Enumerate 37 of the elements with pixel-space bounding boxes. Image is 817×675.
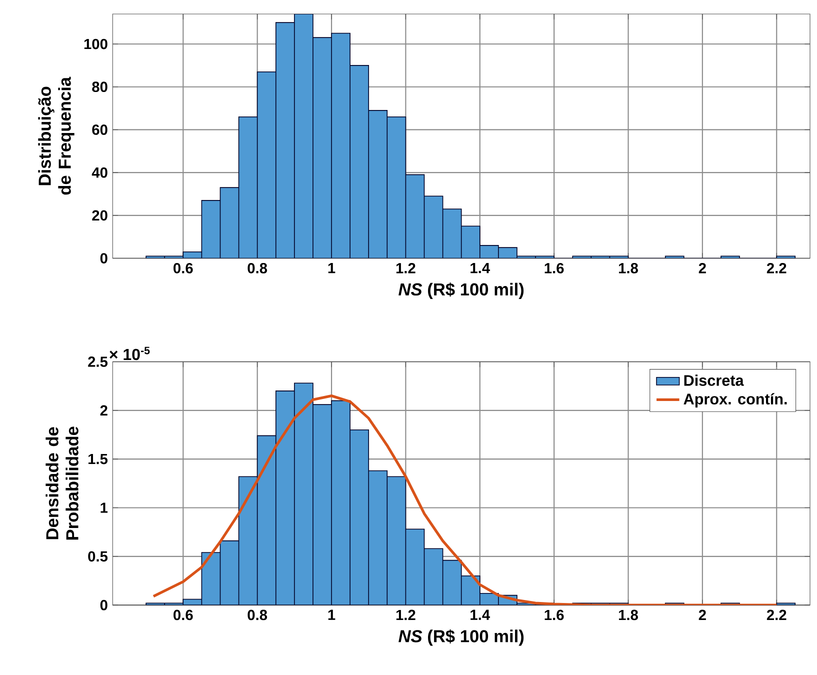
- x-tick-label: 1.6: [544, 610, 564, 620]
- x-tick-label: 0.6: [174, 263, 193, 274]
- x-tick-label: 1.2: [396, 263, 416, 274]
- y-tick-label: 80: [92, 82, 108, 92]
- y-tick-label: 1.5: [88, 454, 108, 464]
- y-tick-label: 60: [92, 124, 108, 135]
- x-tick-label: 0.8: [248, 263, 268, 274]
- y-tick-label: 100: [84, 38, 108, 50]
- x-tick-label: 0.8: [248, 610, 268, 620]
- x-tick-label: 2: [698, 263, 706, 274]
- y-tick-label: 2: [100, 405, 108, 416]
- x-tick-label: 0.6: [174, 610, 193, 620]
- y-axis-title: Distribuição de Frequencia: [38, 76, 74, 195]
- x-tick-label: 1.4: [470, 610, 490, 620]
- y-tick-label: 0.5: [88, 551, 108, 562]
- x-tick-label: 1.2: [396, 610, 416, 620]
- x-tick-label: 2.2: [766, 263, 786, 274]
- y-tick-label: 0: [100, 600, 108, 610]
- x-tick-label: 1: [328, 262, 336, 274]
- x-tick-label: 2: [698, 610, 706, 620]
- x-axis-title: NS (R$ 100 mil): [398, 282, 524, 299]
- x-tick-label: 1: [328, 610, 336, 620]
- x-tick-label: 1.8: [618, 263, 638, 274]
- y-tick-label: 20: [92, 210, 108, 221]
- x-tick-label: 2.2: [766, 610, 786, 620]
- y-axis-title: Densidade de Probabilidade: [46, 426, 78, 540]
- x-axis-title: NS (R$ 100 mil): [398, 629, 524, 646]
- x-tick-label: 1.6: [544, 263, 564, 274]
- y-tick-label: 1: [100, 502, 108, 513]
- text: × 10$^{-5}$: [110, 346, 150, 360]
- y-tick-label: 40: [92, 167, 108, 178]
- x-tick-label: 1.8: [618, 610, 638, 620]
- legend-label: Discreta: [684, 374, 744, 386]
- y-tick-label: 2.5: [88, 356, 108, 367]
- y-tick-label: 0: [100, 253, 108, 264]
- x-tick-label: 1.4: [470, 262, 490, 274]
- legend-label: Aprox. contín.: [684, 393, 787, 408]
